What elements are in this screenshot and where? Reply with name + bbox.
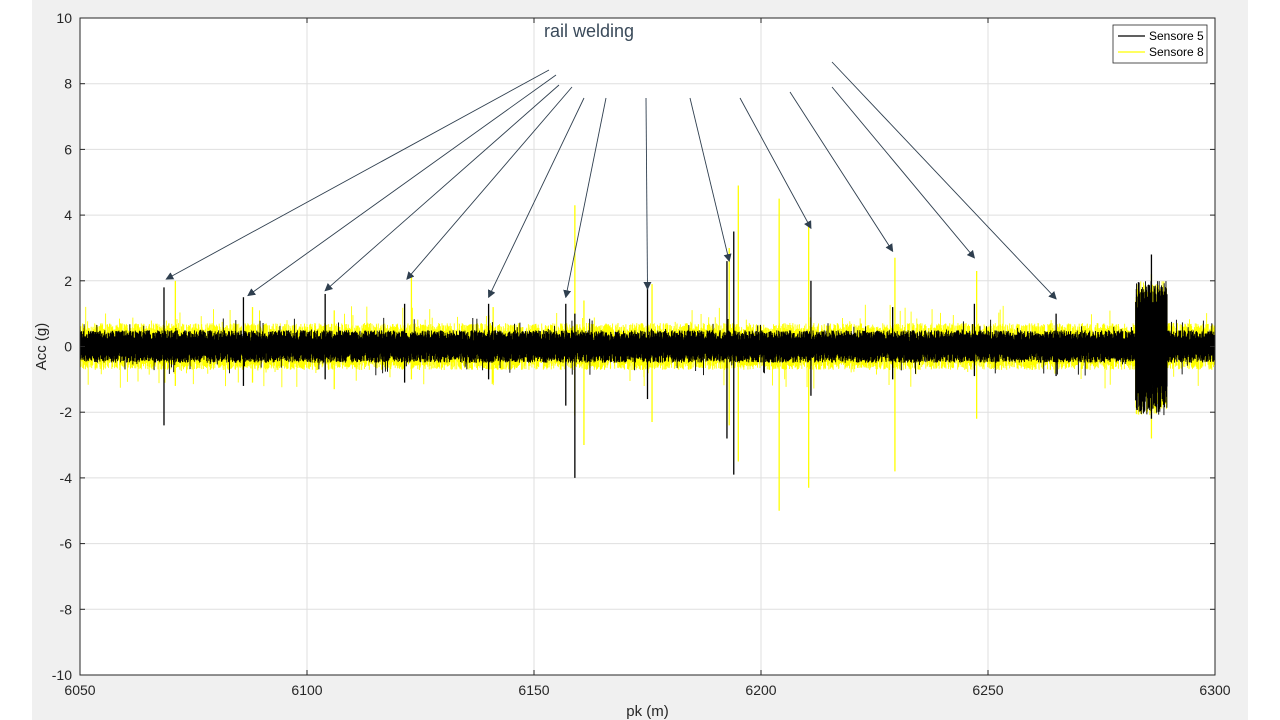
- annotation-arrow: [165, 69, 550, 280]
- annotation-arrow: [247, 74, 557, 297]
- y-tick-label: -6: [60, 536, 73, 552]
- x-tick-label: 6100: [291, 682, 322, 698]
- annotation-arrow: [643, 97, 652, 291]
- y-tick-labels: -10 -8 -6 -4 -2 0 2 4 6 8 10: [52, 10, 72, 683]
- annotation-arrow: [563, 97, 607, 299]
- y-tick-label: -4: [60, 470, 73, 486]
- y-tick-label: 10: [56, 10, 72, 26]
- annotation-arrow: [689, 97, 732, 263]
- y-tick-label: 2: [64, 273, 72, 289]
- x-tick-label: 6150: [518, 682, 549, 698]
- annotation-arrow: [739, 97, 812, 230]
- legend-label-sensore-5: Sensore 5: [1149, 29, 1204, 43]
- y-tick-label: -2: [60, 404, 73, 420]
- legend-label-sensore-8: Sensore 8: [1149, 45, 1204, 59]
- x-tick-label: 6300: [1199, 682, 1230, 698]
- x-axis-label: pk (m): [626, 703, 669, 720]
- y-tick-label: 0: [64, 339, 72, 355]
- annotation-arrows: [165, 61, 1057, 300]
- x-tick-labels: 6050 6100 6150 6200 6250 6300: [64, 682, 1230, 698]
- series-layer: [79, 185, 1216, 511]
- y-tick-label: 8: [64, 76, 72, 92]
- y-tick-label: -10: [52, 667, 72, 683]
- line-chart: 6050 6100 6150 6200 6250 6300 -10 -8 -6 -4 -2 0 2 4 6…: [33, 10, 1231, 720]
- annotation-arrow: [831, 86, 976, 259]
- grid-lines: [79, 17, 1216, 676]
- x-tick-label: 6200: [745, 682, 776, 698]
- series-burst: [1135, 281, 1168, 416]
- annotation-arrow: [324, 84, 560, 292]
- x-tick-label: 6050: [64, 682, 95, 698]
- x-tick-label: 6250: [972, 682, 1003, 698]
- annotation-arrow: [789, 91, 894, 253]
- legend: Sensore 5 Sensore 8: [1112, 24, 1208, 64]
- annotation-arrow: [831, 61, 1057, 300]
- tick-marks: [79, 17, 1216, 676]
- y-tick-label: -8: [60, 601, 73, 617]
- legend-box: [1112, 24, 1208, 64]
- y-tick-label: 6: [64, 141, 72, 157]
- y-axis-label: Acc (g): [33, 323, 50, 371]
- figure-background: 6050 6100 6150 6200 6250 6300 -10 -8 -6 -4 -2 0 2 4 6…: [32, 0, 1248, 720]
- annotation-arrow: [488, 97, 585, 299]
- annotation-text: rail welding: [544, 21, 634, 41]
- y-tick-label: 4: [64, 207, 72, 223]
- annotation-arrow: [406, 86, 573, 280]
